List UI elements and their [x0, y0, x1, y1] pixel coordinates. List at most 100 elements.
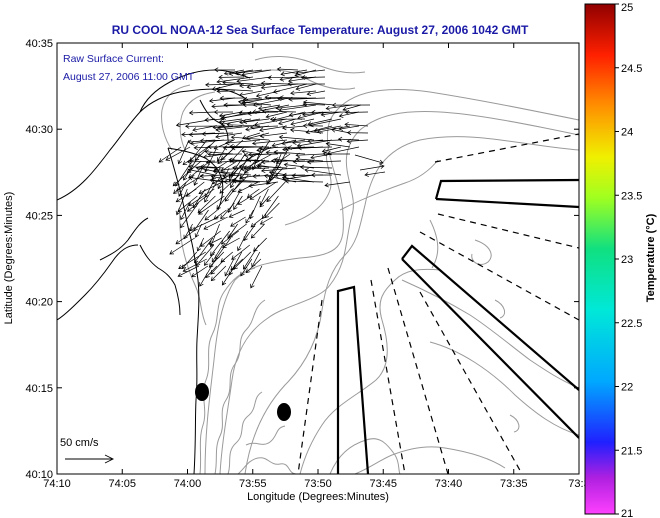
current-vector — [342, 104, 362, 112]
current-vector — [238, 110, 279, 116]
current-vector — [229, 146, 245, 163]
current-vector — [199, 173, 225, 179]
current-vector — [258, 104, 281, 111]
current-vector — [219, 95, 245, 101]
current-vector — [277, 96, 317, 102]
current-vector — [359, 164, 385, 171]
current-vector — [300, 75, 326, 80]
current-vector — [281, 175, 315, 183]
current-vector — [245, 258, 262, 274]
current-vector — [199, 258, 217, 287]
current-vector — [230, 160, 247, 189]
colorbar-tick-label: 23 — [621, 254, 633, 266]
current-vector — [239, 118, 270, 125]
current-vector — [242, 102, 263, 108]
current-vector — [287, 81, 326, 87]
current-vector — [295, 69, 326, 76]
surface-current-vectors — [158, 66, 386, 289]
current-vector — [307, 138, 342, 144]
current-vector — [261, 108, 297, 114]
current-vector — [220, 230, 239, 245]
current-vector — [177, 265, 200, 277]
current-vector — [265, 111, 288, 119]
current-vector — [295, 152, 324, 158]
current-vector — [278, 134, 315, 141]
current-annotation-line2: August 27, 2006 11:00 GMT — [63, 71, 195, 83]
current-vector — [205, 82, 245, 88]
current-vector — [215, 132, 243, 139]
current-vector — [211, 83, 236, 92]
colorbar-tick-label: 24 — [621, 127, 633, 139]
current-vector — [304, 167, 342, 176]
current-vector — [290, 90, 317, 96]
current-vector — [344, 122, 369, 127]
current-vector — [204, 174, 222, 203]
current-vector — [204, 146, 218, 173]
current-vector — [199, 138, 234, 144]
current-vector — [269, 116, 306, 122]
current-vector — [175, 174, 204, 192]
current-vector — [325, 104, 353, 111]
current-vector — [175, 230, 194, 245]
current-vector — [213, 109, 234, 115]
current-vector — [220, 251, 234, 263]
x-tick-label: 73:50 — [304, 478, 332, 490]
current-vector — [237, 195, 252, 205]
survey-boxes — [336, 178, 579, 474]
current-vector — [230, 258, 244, 271]
current-vector — [306, 90, 326, 97]
current-vector — [193, 167, 203, 186]
current-vector — [320, 111, 342, 117]
current-vector — [230, 216, 246, 227]
current-vector — [185, 181, 205, 197]
current-vector — [213, 139, 235, 150]
current-vector — [203, 216, 228, 230]
current-vector — [193, 145, 216, 151]
current-vector — [250, 265, 263, 289]
current-vector — [230, 134, 270, 141]
x-tick-label: 73:45 — [369, 478, 397, 490]
current-vector — [278, 118, 297, 126]
colorbar-tick-label: 23.5 — [621, 190, 642, 202]
current-vector — [302, 99, 335, 106]
current-vector — [324, 181, 351, 188]
current-vector — [210, 265, 227, 282]
y-tick-label: 40:25 — [25, 210, 53, 222]
current-vector — [258, 145, 288, 151]
current-vector — [250, 223, 265, 239]
current-vector — [344, 110, 369, 115]
current-vector — [194, 223, 202, 238]
current-vector — [250, 124, 279, 130]
current-vector — [251, 146, 263, 171]
current-vector — [275, 153, 291, 164]
current-vector — [276, 66, 299, 72]
current-vector — [290, 118, 315, 126]
colorbar-tick-label: 22.5 — [621, 318, 642, 330]
current-vector — [271, 139, 297, 148]
buoy-marker — [277, 403, 291, 421]
current-vector — [238, 90, 263, 98]
colorbar-label: Temperature (°C) — [645, 213, 657, 302]
current-vector — [241, 69, 272, 77]
current-vector — [215, 86, 254, 92]
current-vector — [205, 265, 218, 279]
current-vector — [216, 188, 233, 210]
current-vector — [346, 130, 369, 136]
x-axis-label: Longitude (Degrees:Minutes) — [247, 491, 389, 503]
current-vector — [220, 118, 252, 127]
current-vector — [267, 75, 308, 81]
current-vector — [195, 244, 215, 267]
current-vector — [280, 69, 308, 77]
current-vector — [255, 90, 281, 98]
colorbar-tick-label: 25 — [621, 2, 633, 14]
figure-title: RU COOL NOAA-12 Sea Surface Temperature:… — [112, 23, 529, 37]
current-vector — [188, 110, 216, 116]
current-vector — [169, 237, 195, 255]
current-vector — [260, 80, 290, 86]
current-vector — [203, 251, 216, 266]
current-vector — [310, 153, 333, 160]
current-vector — [188, 188, 215, 207]
current-vector — [223, 69, 245, 76]
current-vector — [273, 149, 306, 155]
current-vector — [299, 164, 333, 170]
